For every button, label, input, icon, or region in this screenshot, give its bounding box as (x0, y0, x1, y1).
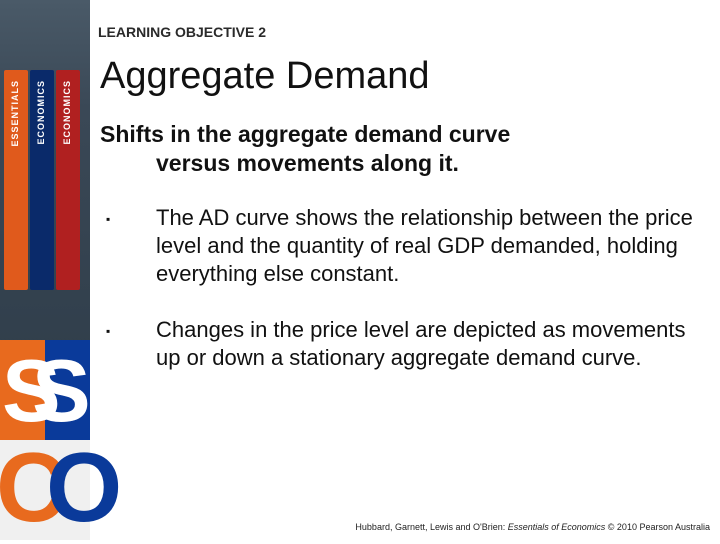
vbar-blue: ECONOMICS (30, 70, 54, 290)
vbar-text-2: ECONOMICS (36, 80, 46, 145)
vbar-text-1: ESSENTIALS (10, 80, 20, 147)
footer-book-title: Essentials of Economics (508, 522, 606, 532)
bullet-icon: ▪ (100, 204, 156, 288)
sidebar-blocks: S S C O (0, 340, 90, 540)
subtitle: Shifts in the aggregate demand curve ver… (100, 120, 700, 178)
subtitle-line-1: Shifts in the aggregate demand curve (100, 121, 510, 147)
big-letter-s2: S (32, 340, 91, 442)
content-area: Aggregate Demand Shifts in the aggregate… (100, 55, 700, 510)
footer-copyright: © 2010 Pearson Australia (608, 522, 710, 532)
learning-objective-label: LEARNING OBJECTIVE 2 (90, 20, 278, 44)
sidebar-vertical-bars: ESSENTIALS ECONOMICS ECONOMICS (4, 70, 86, 290)
bullet-text: The AD curve shows the relationship betw… (156, 204, 700, 288)
vbar-red: ECONOMICS (56, 70, 80, 290)
list-item: ▪ The AD curve shows the relationship be… (100, 204, 700, 288)
bullet-text: Changes in the price level are depicted … (156, 316, 700, 372)
footer-citation: Hubbard, Garnett, Lewis and O'Brien: Ess… (355, 522, 710, 532)
sidebar-graphic: ESSENTIALS ECONOMICS ECONOMICS S S C O (0, 0, 90, 540)
page-title: Aggregate Demand (100, 55, 700, 98)
vbar-text-3: ECONOMICS (62, 80, 72, 145)
bullet-icon: ▪ (100, 316, 156, 372)
subtitle-line-2: versus movements along it. (100, 149, 700, 178)
footer-authors: Hubbard, Garnett, Lewis and O'Brien: (355, 522, 505, 532)
vbar-orange: ESSENTIALS (4, 70, 28, 290)
bullet-list: ▪ The AD curve shows the relationship be… (100, 204, 700, 373)
list-item: ▪ Changes in the price level are depicte… (100, 316, 700, 372)
